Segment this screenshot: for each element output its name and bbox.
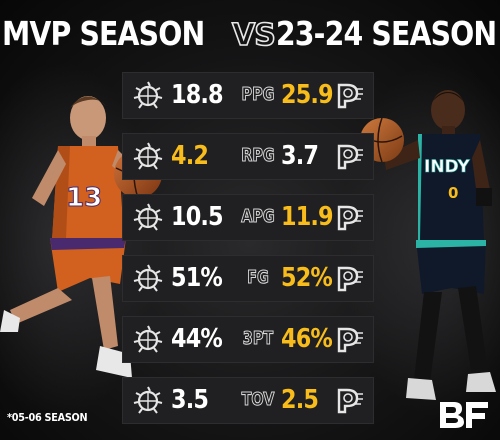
left-stat-value: 44% <box>171 324 223 354</box>
left-stat-value: 4.2 <box>171 141 209 171</box>
header: MVP SEASON VS 23-24 SEASON <box>0 6 500 66</box>
suns-logo-icon <box>131 140 165 174</box>
right-season-title: 23-24 SEASON <box>275 14 497 53</box>
left-jersey-number: 13 <box>66 183 102 213</box>
stat-row-ppg: 18.8 PPG 25.9 <box>122 72 374 119</box>
suns-logo-icon <box>131 79 165 113</box>
pacers-logo-icon <box>335 81 365 111</box>
bf-logo-icon <box>440 402 488 428</box>
pacers-logo-icon <box>335 386 365 416</box>
left-stat-value: 10.5 <box>171 202 224 232</box>
left-stat-value: 3.5 <box>171 385 209 415</box>
stat-row-fg: 51% FG 52% <box>122 255 374 302</box>
stat-row-rpg: 4.2 RPG 3.7 <box>122 133 374 180</box>
stat-row-3pt: 44% 3PT 46% <box>122 316 374 363</box>
right-jersey-number: 0 <box>448 184 458 202</box>
suns-logo-icon <box>131 384 165 418</box>
right-stat-value: 3.7 <box>281 141 319 171</box>
stat-label: APG <box>241 205 275 227</box>
vs-label: VS <box>231 17 276 54</box>
stat-label: PPG <box>241 83 275 105</box>
suns-logo-icon <box>131 201 165 235</box>
stat-label: 3PT <box>242 327 274 349</box>
stat-label: RPG <box>241 144 275 166</box>
right-stat-value: 25.9 <box>281 80 334 110</box>
pacers-logo-icon <box>335 142 365 172</box>
right-stat-value: 2.5 <box>281 385 319 415</box>
footnote: *05-06 SEASON <box>7 411 88 424</box>
pacers-logo-icon <box>335 264 365 294</box>
pacers-logo-icon <box>335 203 365 233</box>
stat-row-tov: 3.5 TOV 2.5 <box>122 377 374 424</box>
suns-logo-icon <box>131 323 165 357</box>
right-stat-value: 46% <box>281 324 333 354</box>
stat-row-apg: 10.5 APG 11.9 <box>122 194 374 241</box>
stat-label: TOV <box>241 388 275 410</box>
left-season-title: MVP SEASON <box>2 14 205 53</box>
left-stat-value: 51% <box>171 263 223 293</box>
right-player-image: INDY 0 <box>360 90 496 400</box>
right-jersey-team: INDY <box>424 157 470 177</box>
left-stat-value: 18.8 <box>171 80 224 110</box>
suns-logo-icon <box>131 262 165 296</box>
right-stat-value: 52% <box>281 263 333 293</box>
stat-label: FG <box>247 266 270 288</box>
right-stat-value: 11.9 <box>281 202 334 232</box>
pacers-logo-icon <box>335 325 365 355</box>
